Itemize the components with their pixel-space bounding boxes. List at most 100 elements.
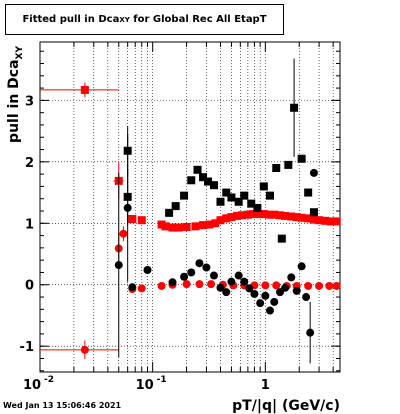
y-axis-label-sub: XY bbox=[15, 46, 25, 60]
data-point-square bbox=[205, 220, 214, 229]
data-point-square bbox=[277, 234, 286, 243]
x-tick-label: 10 bbox=[23, 378, 41, 393]
data-point-square bbox=[309, 208, 318, 217]
data-point-square bbox=[272, 163, 281, 172]
data-point-square bbox=[265, 191, 274, 200]
data-point-circle bbox=[265, 306, 274, 315]
data-point-square bbox=[309, 215, 318, 224]
data-point-circle bbox=[304, 281, 313, 290]
data-point-square bbox=[304, 214, 313, 223]
y-tick-label: 1 bbox=[25, 217, 34, 232]
data-point-square bbox=[321, 216, 330, 225]
x-tick-label: 1 bbox=[261, 378, 270, 393]
y-tick-label: -1 bbox=[20, 340, 34, 355]
data-point-square bbox=[216, 216, 225, 225]
data-point-circle bbox=[245, 284, 254, 293]
y-tick-label: 3 bbox=[25, 94, 34, 109]
data-point-circle bbox=[250, 289, 259, 298]
title-box: Fitted pull in Dca XY for Global Rec All … bbox=[5, 4, 284, 35]
data-point-circle bbox=[309, 168, 318, 177]
data-point-circle bbox=[157, 281, 166, 290]
x-tick-exponent: -1 bbox=[157, 375, 167, 385]
data-point-square bbox=[80, 85, 89, 94]
data-point-circle bbox=[261, 291, 270, 300]
data-point-circle bbox=[297, 262, 306, 271]
data-point-circle bbox=[114, 261, 123, 270]
data-point-square bbox=[281, 211, 290, 220]
data-point-circle bbox=[168, 278, 177, 287]
data-point-square bbox=[259, 182, 268, 191]
data-point-square bbox=[191, 222, 200, 231]
y-axis-label: pull in DcaXY bbox=[6, 46, 25, 143]
data-point-circle bbox=[202, 263, 211, 272]
data-point-square bbox=[204, 177, 213, 186]
data-point-circle bbox=[195, 259, 204, 268]
x-axis-label: pT/|q| (GeV/c) bbox=[232, 398, 340, 414]
data-point-circle bbox=[261, 281, 270, 290]
data-point-circle bbox=[207, 280, 216, 289]
data-marks bbox=[40, 58, 341, 364]
chart-title: Fitted pull in Dca XY for Global Rec All … bbox=[6, 5, 283, 34]
data-point-square bbox=[270, 210, 279, 219]
data-point-square bbox=[240, 191, 249, 200]
data-point-circle bbox=[332, 281, 341, 290]
data-point-square bbox=[234, 197, 243, 206]
data-point-square bbox=[265, 210, 274, 219]
data-point-square bbox=[171, 202, 180, 211]
data-point-circle bbox=[143, 265, 152, 274]
data-point-circle bbox=[306, 328, 315, 337]
data-point-square bbox=[193, 165, 202, 174]
data-point-circle bbox=[187, 268, 196, 277]
data-point-circle bbox=[256, 299, 265, 308]
data-point-circle bbox=[270, 297, 279, 306]
data-point-square bbox=[259, 210, 268, 219]
y-axis-label-main: pull in Dca bbox=[6, 59, 22, 142]
data-point-square bbox=[137, 216, 146, 225]
data-point-square bbox=[222, 214, 231, 223]
data-point-circle bbox=[80, 345, 89, 354]
data-point-square bbox=[243, 210, 252, 219]
data-point-square bbox=[247, 199, 256, 208]
series-3 bbox=[114, 134, 318, 364]
timestamp: Wed Jan 13 15:06:46 2021 bbox=[3, 401, 122, 410]
data-point-square bbox=[227, 193, 236, 202]
data-point-circle bbox=[182, 280, 191, 289]
data-point-square bbox=[297, 213, 306, 222]
data-point-square bbox=[276, 211, 285, 220]
data-point-square bbox=[165, 208, 174, 217]
y-tick-label: 2 bbox=[25, 156, 34, 171]
data-point-circle bbox=[302, 293, 311, 302]
data-point-circle bbox=[325, 281, 334, 290]
data-point-circle bbox=[119, 229, 128, 238]
data-point-square bbox=[174, 223, 183, 232]
data-point-square bbox=[326, 217, 335, 226]
data-point-square bbox=[168, 223, 177, 232]
data-point-circle bbox=[240, 277, 249, 286]
data-point-square bbox=[209, 181, 218, 190]
series-2 bbox=[123, 58, 318, 243]
data-point-circle bbox=[128, 283, 137, 292]
data-point-square bbox=[292, 213, 301, 222]
data-point-circle bbox=[315, 281, 324, 290]
data-point-square bbox=[287, 212, 296, 221]
data-point-square bbox=[199, 173, 208, 182]
x-tick-exponent: -2 bbox=[44, 375, 54, 385]
data-point-circle bbox=[195, 280, 204, 289]
title-suffix: for Global Rec All EtapT bbox=[129, 14, 267, 25]
data-point-square bbox=[187, 176, 196, 185]
data-point-square bbox=[216, 197, 225, 206]
data-point-square bbox=[253, 203, 262, 212]
data-point-square bbox=[199, 221, 208, 230]
data-point-circle bbox=[287, 273, 296, 282]
data-point-square bbox=[161, 222, 170, 231]
data-point-square bbox=[249, 210, 258, 219]
title-subscript: XY bbox=[119, 15, 130, 24]
data-point-square bbox=[211, 219, 220, 228]
data-point-square bbox=[297, 154, 306, 163]
y-tick-label: 0 bbox=[25, 279, 34, 294]
data-point-circle bbox=[216, 283, 225, 292]
data-point-square bbox=[254, 210, 263, 219]
data-point-square bbox=[315, 216, 324, 225]
